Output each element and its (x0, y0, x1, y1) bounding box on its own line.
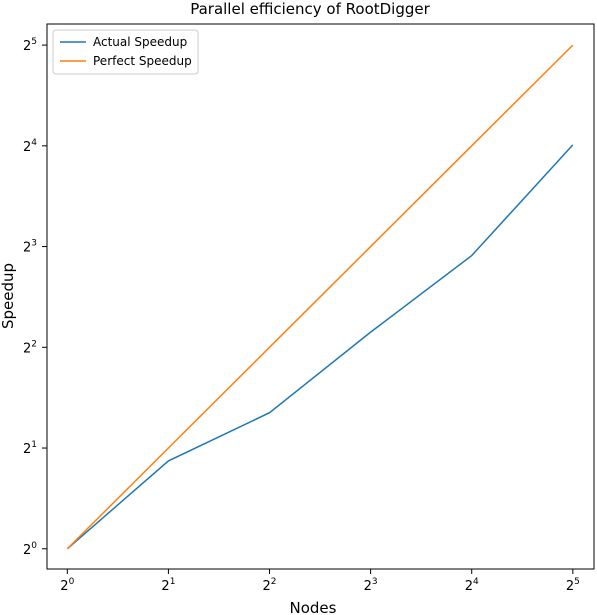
x-axis-label: Nodes (290, 599, 337, 615)
x-tick-label: 25 (566, 577, 580, 594)
x-tick-exponent: 2 (271, 577, 277, 587)
y-tick-base: 2 (23, 341, 31, 356)
y-tick-exponent: 4 (31, 138, 37, 148)
y-tick-label: 25 (23, 37, 37, 54)
y-axis-label: Speedup (0, 263, 17, 329)
y-tick-base: 2 (23, 140, 31, 155)
y-tick-base: 2 (23, 543, 31, 558)
x-tick-label: 21 (161, 577, 175, 594)
y-tick-label: 21 (23, 440, 37, 457)
x-tick-label: 22 (263, 577, 277, 594)
y-tick-label: 23 (23, 239, 37, 256)
x-tick-base: 2 (364, 579, 372, 594)
y-tick-exponent: 5 (31, 37, 37, 47)
x-tick-base: 2 (566, 579, 574, 594)
x-tick-exponent: 1 (170, 577, 176, 587)
series-layer (66, 44, 574, 550)
y-tick-exponent: 3 (31, 239, 37, 249)
x-tick-exponent: 4 (473, 577, 479, 587)
legend-box (52, 29, 199, 75)
series-line-actual-speedup (66, 144, 574, 550)
x-tick-label: 20 (60, 577, 74, 594)
series-line-perfect-speedup (66, 44, 574, 550)
x-tick-exponent: 5 (574, 577, 580, 587)
y-tick-base: 2 (23, 442, 31, 457)
x-tick-base: 2 (60, 579, 68, 594)
y-tick-base: 2 (23, 241, 31, 256)
x-tick-base: 2 (161, 579, 169, 594)
legend-label-perfect: Perfect Speedup (93, 54, 192, 68)
y-tick-exponent: 2 (31, 339, 37, 349)
y-tick-label: 20 (23, 541, 37, 558)
y-tick-label: 22 (23, 339, 37, 356)
y-tick-exponent: 0 (31, 541, 37, 551)
x-tick-exponent: 3 (372, 577, 378, 587)
y-tick-base: 2 (23, 39, 31, 54)
y-tick-label: 24 (23, 138, 37, 155)
y-tick-exponent: 1 (31, 440, 37, 450)
x-axis-ticks: 20 21 22 23 24 25 (60, 569, 580, 594)
x-tick-label: 23 (364, 577, 378, 594)
plot-frame (46, 23, 595, 570)
legend: Actual Speedup Perfect Speedup (52, 29, 199, 75)
x-tick-base: 2 (263, 579, 271, 594)
plot-area (46, 23, 595, 570)
chart-title: Parallel efficiency of RootDigger (190, 0, 430, 18)
legend-label-actual: Actual Speedup (93, 35, 187, 49)
x-tick-base: 2 (465, 579, 473, 594)
x-tick-exponent: 0 (69, 577, 75, 587)
x-tick-label: 24 (465, 577, 479, 594)
